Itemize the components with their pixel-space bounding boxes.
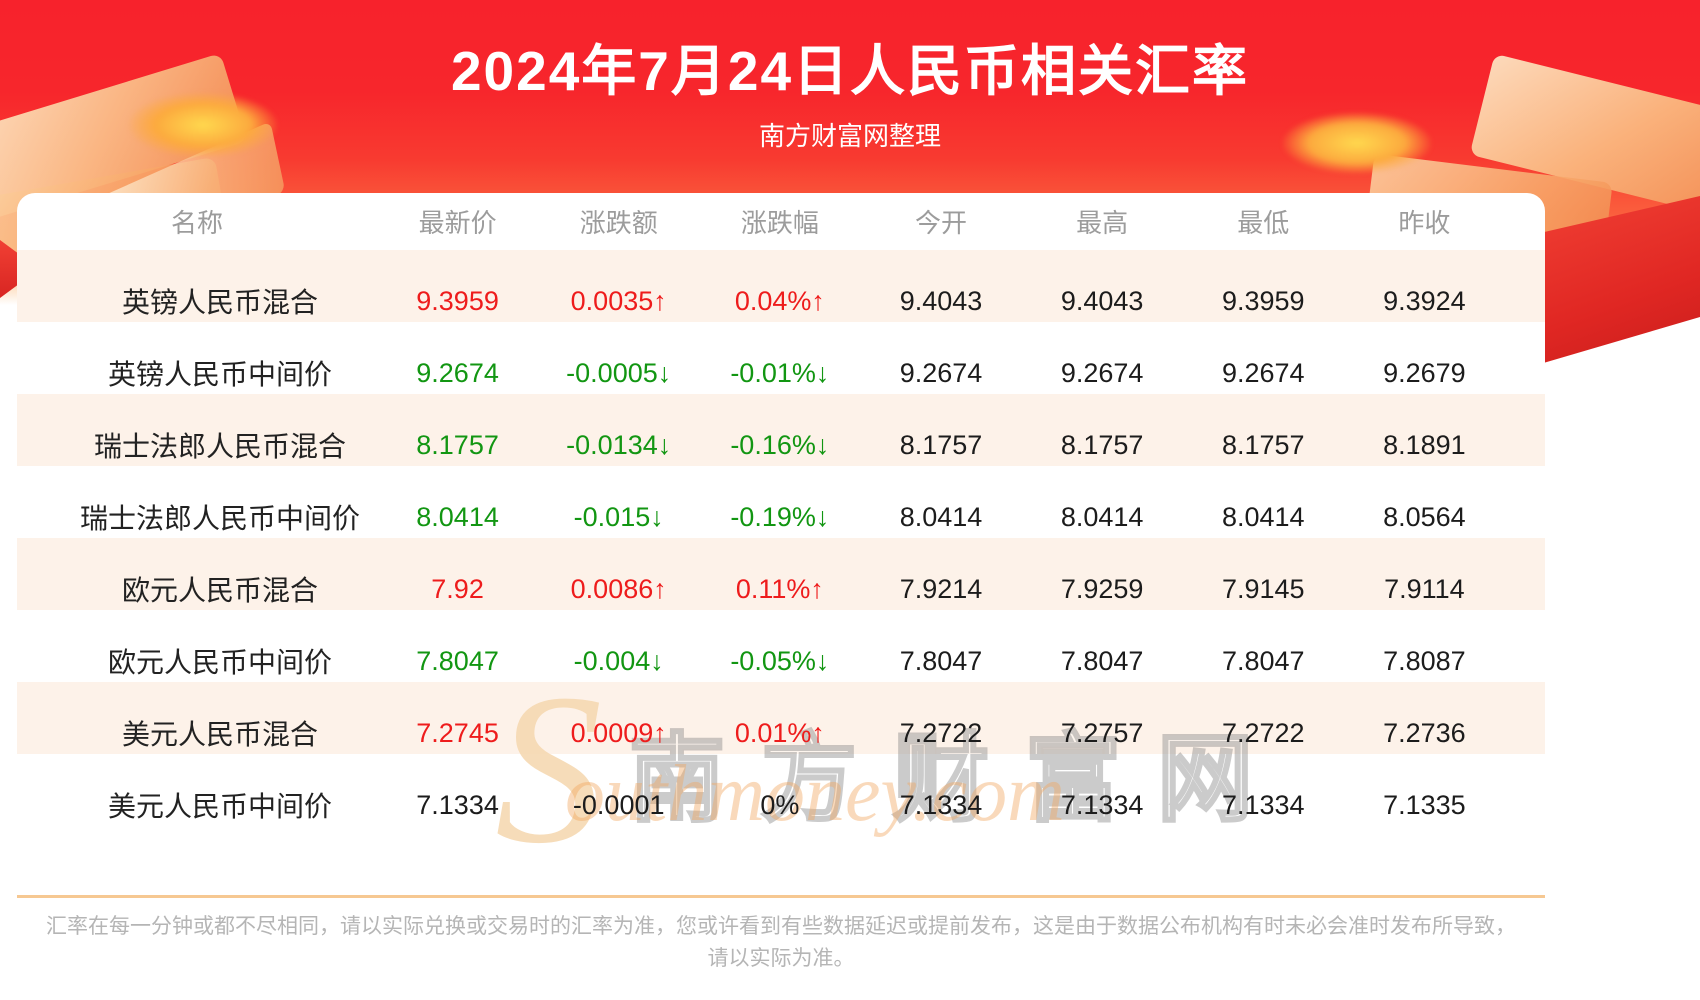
row-2-cell-change: -0.0134↓	[566, 429, 672, 460]
row-4-cell-prev: 7.9114	[1384, 573, 1465, 604]
row-0-cell-high: 9.4043	[1060, 285, 1144, 316]
row-7-cell-high: 7.1334	[1060, 789, 1144, 820]
row-2-cell-high: 8.1757	[1060, 429, 1144, 460]
row-7-cell-change: -0.0001	[572, 789, 665, 820]
column-header-name: 名称	[170, 208, 223, 238]
rate-card: S 南方财富网 outhmoney.com 名称 最新价 涨跌额 涨跌幅 今开 …	[17, 193, 1545, 1000]
row-0-cell-low: 9.3959	[1221, 285, 1305, 316]
row-0-cell-change: 0.0035↑	[570, 285, 667, 316]
row-7-cell-name: 美元人民币中间价	[107, 791, 332, 822]
footer-disclaimer-line1: 汇率在每一分钟或都不尽相同，请以实际兑换或交易时的汇率为准，您或许看到有些数据延…	[46, 915, 1516, 938]
row-1-cell-latest: 9.2674	[416, 357, 499, 388]
row-4-cell-change: 0.0086↑	[570, 573, 667, 604]
page-title: 2024年7月24日人民币相关汇率	[450, 40, 1250, 102]
row-5-cell-name: 欧元人民币中间价	[107, 647, 332, 678]
row-6-cell-latest: 7.2745	[416, 717, 499, 748]
footer-disclaimer: 汇率在每一分钟或都不尽相同，请以实际兑换或交易时的汇率为准，您或许看到有些数据延…	[17, 911, 1545, 975]
column-header-latest: 最新价	[418, 208, 497, 238]
row-0-cell-pct: 0.04%↑	[734, 285, 825, 316]
column-header-high: 最高	[1076, 208, 1129, 238]
row-2-cell-low: 8.1757	[1221, 429, 1305, 460]
exchange-rate-table: 名称 最新价 涨跌额 涨跌幅 今开 最高 最低 昨收 英镑人民币混合 9.3959…	[17, 193, 1545, 841]
row-0-cell-open: 9.4043	[899, 285, 983, 316]
row-stripes-background	[17, 250, 1545, 826]
row-1-cell-high: 9.2674	[1060, 357, 1144, 388]
row-6-cell-high: 7.2757	[1060, 717, 1144, 748]
row-4-cell-pct: 0.11%↑	[735, 573, 824, 604]
row-1-cell-pct: -0.01%↓	[730, 357, 830, 388]
row-6-cell-open: 7.2722	[899, 717, 983, 748]
row-3-cell-prev: 8.0564	[1383, 501, 1466, 532]
row-3-cell-change: -0.015↓	[573, 501, 664, 532]
row-2-cell-pct: -0.16%↓	[730, 429, 830, 460]
row-4-cell-high: 7.9259	[1060, 573, 1144, 604]
row-2-cell-prev: 8.1891	[1383, 429, 1466, 460]
row-4-cell-open: 7.9214	[899, 573, 983, 604]
row-3-cell-latest: 8.0414	[416, 501, 499, 532]
row-5-cell-low: 7.8047	[1221, 645, 1305, 676]
row-7-cell-prev: 7.1335	[1383, 789, 1466, 820]
column-header-low: 最低	[1237, 208, 1290, 238]
row-5-cell-latest: 7.8047	[416, 645, 499, 676]
row-7-cell-latest: 7.1334	[416, 789, 499, 820]
column-header-change: 涨跌额	[579, 208, 658, 238]
row-3-cell-name: 瑞士法郎人民币中间价	[79, 503, 360, 534]
row-7-cell-pct: 0%	[760, 789, 800, 820]
row-5-cell-pct: -0.05%↓	[730, 645, 830, 676]
footer-divider	[17, 895, 1545, 898]
column-header-open: 今开	[914, 208, 967, 238]
row-5-cell-change: -0.004↓	[573, 645, 664, 676]
page-subtitle: 南方财富网整理	[758, 121, 941, 151]
row-3-cell-pct: -0.19%↓	[730, 501, 830, 532]
row-0-cell-latest: 9.3959	[416, 285, 499, 316]
row-2-cell-name: 瑞士法郎人民币混合	[93, 431, 346, 462]
row-5-cell-open: 7.8047	[899, 645, 983, 676]
row-0-cell-name: 英镑人民币混合	[121, 287, 318, 318]
footer-disclaimer-line2: 请以实际为准。	[707, 947, 855, 970]
row-7-cell-open: 7.1334	[899, 789, 983, 820]
row-3-cell-open: 8.0414	[899, 501, 983, 532]
row-6-cell-name: 美元人民币混合	[121, 719, 318, 750]
row-1-cell-prev: 9.2679	[1383, 357, 1466, 388]
row-1-cell-open: 9.2674	[899, 357, 983, 388]
row-6-cell-change: 0.0009↑	[570, 717, 667, 748]
row-4-cell-low: 7.9145	[1221, 573, 1305, 604]
row-2-cell-latest: 8.1757	[416, 429, 499, 460]
row-3-cell-low: 8.0414	[1221, 501, 1305, 532]
row-1-cell-name: 英镑人民币中间价	[107, 359, 332, 390]
row-3-cell-high: 8.0414	[1060, 501, 1144, 532]
column-header-prev: 昨收	[1398, 208, 1451, 238]
row-2-cell-open: 8.1757	[899, 429, 983, 460]
row-6-cell-pct: 0.01%↑	[734, 717, 825, 748]
row-6-cell-low: 7.2722	[1221, 717, 1305, 748]
row-1-cell-change: -0.0005↓	[566, 357, 672, 388]
row-5-cell-prev: 7.8087	[1383, 645, 1466, 676]
column-header-pct: 涨跌幅	[740, 208, 819, 238]
row-7-cell-low: 7.1334	[1221, 789, 1305, 820]
row-4-cell-latest: 7.92	[431, 573, 484, 604]
row-0-cell-prev: 9.3924	[1383, 285, 1466, 316]
row-1-cell-low: 9.2674	[1221, 357, 1305, 388]
row-4-cell-name: 欧元人民币混合	[121, 575, 318, 606]
row-5-cell-high: 7.8047	[1060, 645, 1144, 676]
row-6-cell-prev: 7.2736	[1383, 717, 1466, 748]
